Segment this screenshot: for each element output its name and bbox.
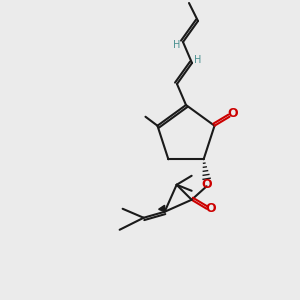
Polygon shape: [159, 205, 165, 212]
Text: O: O: [206, 202, 216, 215]
Text: H: H: [194, 55, 202, 65]
Text: O: O: [227, 107, 238, 120]
Text: O: O: [201, 178, 212, 191]
Text: H: H: [173, 40, 181, 50]
